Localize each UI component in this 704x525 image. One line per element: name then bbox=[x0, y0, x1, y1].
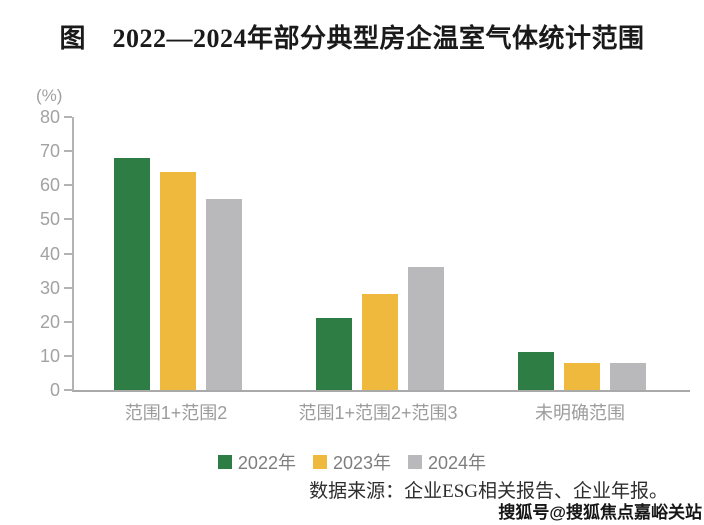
y-tick-label: 20 bbox=[39, 311, 60, 332]
legend: 2022年 2023年 2024年 bbox=[0, 449, 704, 475]
y-tick-mark bbox=[64, 218, 72, 221]
plot-area bbox=[72, 117, 690, 392]
bar-group bbox=[518, 352, 646, 390]
y-axis-unit-label: (%) bbox=[36, 86, 63, 105]
y-tick-label: 80 bbox=[39, 107, 60, 127]
source-note: 数据来源：企业ESG相关报告、企业年报。 bbox=[309, 481, 668, 502]
bar bbox=[564, 362, 600, 390]
y-tick-mark bbox=[64, 286, 72, 289]
x-category-label: 范围1+范围2+范围3 bbox=[298, 403, 458, 423]
legend-label: 2022年 bbox=[237, 453, 296, 473]
watermark: 搜狐号@搜狐焦点嘉峪关站 bbox=[498, 503, 702, 522]
bar bbox=[362, 294, 398, 390]
y-tick-mark bbox=[64, 184, 72, 187]
bar bbox=[518, 352, 554, 390]
y-tick-mark bbox=[64, 252, 72, 255]
bar bbox=[206, 198, 242, 390]
legend-swatch bbox=[312, 455, 327, 469]
legend-swatch bbox=[217, 455, 232, 469]
legend-label: 2024年 bbox=[428, 453, 487, 473]
bar bbox=[114, 157, 150, 390]
y-tick-mark bbox=[64, 150, 72, 153]
y-tick-mark bbox=[64, 354, 72, 357]
legend-item: 2023年 bbox=[312, 449, 392, 475]
y-tick-label: 30 bbox=[39, 277, 60, 298]
bar bbox=[316, 318, 352, 390]
legend-label: 2023年 bbox=[332, 453, 392, 473]
y-tick-label: 50 bbox=[39, 209, 60, 230]
y-tick-mark bbox=[64, 116, 72, 118]
y-tick-label: 0 bbox=[49, 380, 60, 400]
bar-group bbox=[316, 267, 444, 390]
bar bbox=[610, 362, 646, 390]
bar bbox=[408, 267, 444, 390]
chart-title: 图 2022—2024年部分典型房企温室气体统计范围 bbox=[59, 24, 645, 53]
x-category-label: 范围1+范围2 bbox=[124, 403, 228, 423]
x-category-label: 未明确范围 bbox=[535, 403, 625, 423]
bar-group bbox=[114, 157, 242, 390]
legend-item: 2022年 bbox=[217, 449, 296, 475]
legend-item: 2024年 bbox=[408, 449, 486, 475]
y-tick-mark bbox=[64, 389, 72, 391]
legend-swatch bbox=[408, 455, 423, 469]
y-tick-label: 60 bbox=[39, 175, 60, 196]
bar bbox=[160, 171, 196, 390]
y-tick-label: 70 bbox=[39, 141, 60, 162]
y-tick-label: 10 bbox=[39, 345, 60, 366]
y-tick-mark bbox=[64, 320, 72, 323]
y-tick-label: 40 bbox=[39, 243, 60, 264]
